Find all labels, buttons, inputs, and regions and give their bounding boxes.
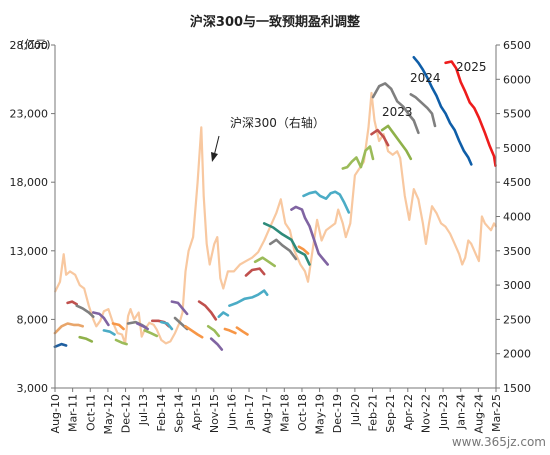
x-tick-label: Nov-22 <box>419 394 432 433</box>
x-tick-label: Jun-23 <box>437 394 450 430</box>
right-tick-label: 4500 <box>503 176 531 189</box>
earnings-forecast-line-6 <box>102 329 116 336</box>
watermark: www.365jz.com <box>452 435 546 449</box>
label-2025: 2025 <box>456 60 487 74</box>
earnings-forecast-line-3 <box>75 304 95 319</box>
x-tick-label: Jan-17 <box>243 394 256 430</box>
earnings-forecast-line-22 <box>228 289 269 308</box>
x-tick-label: Feb-21 <box>367 394 380 431</box>
x-tick-label: Mar-25 <box>490 394 503 432</box>
x-tick-label: Oct-11 <box>84 394 97 431</box>
earnings-forecast-line-35 <box>409 93 437 128</box>
right-tick-label: 3500 <box>503 245 531 258</box>
right-tick-label: 6000 <box>503 73 531 86</box>
earnings-forecast-line-5 <box>92 311 110 327</box>
earnings-forecast-line-16 <box>184 324 204 339</box>
left-tick-label: 18,000 <box>10 176 49 189</box>
earnings-forecast-line-10 <box>135 322 149 331</box>
earnings-forecast-line-20 <box>217 311 230 319</box>
x-tick-label: Sep-14 <box>172 394 185 433</box>
earnings-forecast-line-33 <box>371 82 420 135</box>
earnings-forecast-line-26 <box>262 222 311 266</box>
x-tick-label: Aug-17 <box>261 394 274 433</box>
x-tick-label: Mar-11 <box>67 394 80 432</box>
earnings-forecast-line-30 <box>302 190 351 214</box>
hs300-line <box>53 91 498 345</box>
x-tick-label: Nov-15 <box>208 394 221 433</box>
chart-title: 沪深300与一致预期盈利调整 <box>190 14 361 30</box>
right-tick-label: 1500 <box>503 382 531 395</box>
hs300-annotation: 沪深300（右轴） <box>230 115 325 130</box>
earnings-forecast-line-37 <box>444 60 497 167</box>
left-tick-label: 23,000 <box>10 108 49 121</box>
earnings-forecast-line-11 <box>143 329 159 338</box>
x-tick-label: Oct-18 <box>296 394 309 431</box>
series-layer <box>53 55 498 351</box>
earnings-forecast-line-25 <box>253 256 277 268</box>
x-tick-label: May-12 <box>102 394 115 435</box>
x-tick-label: Jul-20 <box>349 394 362 426</box>
right-tick-label: 6500 <box>503 39 531 52</box>
earnings-forecast-line-17 <box>197 300 218 321</box>
x-tick-label: Sep-21 <box>384 394 397 433</box>
earnings-forecast-line-32 <box>370 128 390 147</box>
left-tick-label: 13,000 <box>10 245 49 258</box>
earnings-forecast-line-19 <box>209 337 224 351</box>
x-tick-label: Aug-10 <box>49 394 62 433</box>
earnings-forecast-line-7 <box>111 322 125 331</box>
earnings-forecast-line-21 <box>223 327 237 335</box>
left-tick-label: 28,000 <box>10 39 49 52</box>
x-tick-label: May-19 <box>314 394 327 435</box>
annotation-arrow-shaft <box>213 135 220 157</box>
x-tick-label: Jun-16 <box>225 394 238 430</box>
x-tick-label: Mar-18 <box>278 394 291 432</box>
right-axis-ticks: 1500 2000 2500 3000 3500 4000 4500 5000 5500 6000… <box>496 39 531 395</box>
x-tick-label: Apr-22 <box>402 394 415 430</box>
right-tick-label: 2000 <box>503 348 531 361</box>
label-2024: 2024 <box>410 71 441 85</box>
right-tick-label: 3000 <box>503 279 531 292</box>
earnings-forecast-line-1 <box>53 322 84 335</box>
earnings-forecast-line-24 <box>244 267 266 277</box>
earnings-forecast-line-13 <box>160 320 174 331</box>
left-tick-label: 3,000 <box>17 382 49 395</box>
x-tick-label: Feb-14 <box>155 394 168 431</box>
left-tick-label: 8,000 <box>17 313 49 326</box>
earnings-forecast-line-36 <box>412 55 473 166</box>
earnings-forecast-line-2 <box>66 300 78 306</box>
earnings-forecast-line-31 <box>341 145 375 170</box>
earnings-forecast-line-23 <box>235 326 249 336</box>
right-tick-label: 2500 <box>503 313 531 326</box>
label-2023: 2023 <box>382 105 413 119</box>
annotation-arrowhead <box>211 152 218 162</box>
x-tick-label: Dec-12 <box>120 394 133 433</box>
x-tick-label: Jan-24 <box>455 394 468 430</box>
x-tick-label: Apr-15 <box>190 394 203 430</box>
x-axis-ticks: Aug-10 Mar-11 Oct-11 May-12 Dec-12 Jul-13 Feb-… <box>49 388 503 435</box>
left-axis-unit: (亿元) <box>20 38 51 51</box>
earnings-forecast-line-4 <box>78 335 94 343</box>
earnings-forecast-line-14 <box>170 300 189 316</box>
x-tick-label: Aug-24 <box>472 394 485 433</box>
x-tick-label: Jul-13 <box>137 394 150 426</box>
right-tick-label: 5000 <box>503 142 531 155</box>
right-tick-label: 5500 <box>503 108 531 121</box>
right-tick-label: 4000 <box>503 211 531 224</box>
earnings-forecast-line-27 <box>268 238 298 261</box>
x-tick-label: Dec-19 <box>331 394 344 433</box>
earnings-forecast-line-29 <box>297 245 310 255</box>
earnings-forecast-line-28 <box>290 205 330 266</box>
earnings-forecast-line-18 <box>206 324 221 338</box>
earnings-forecast-line-34 <box>380 124 413 161</box>
left-axis-ticks: 3,000 8,000 13,000 18,000 23,000 28,000 <box>10 39 55 395</box>
earnings-forecast-line-8 <box>114 338 128 346</box>
earnings-forecast-line-0 <box>53 342 68 349</box>
